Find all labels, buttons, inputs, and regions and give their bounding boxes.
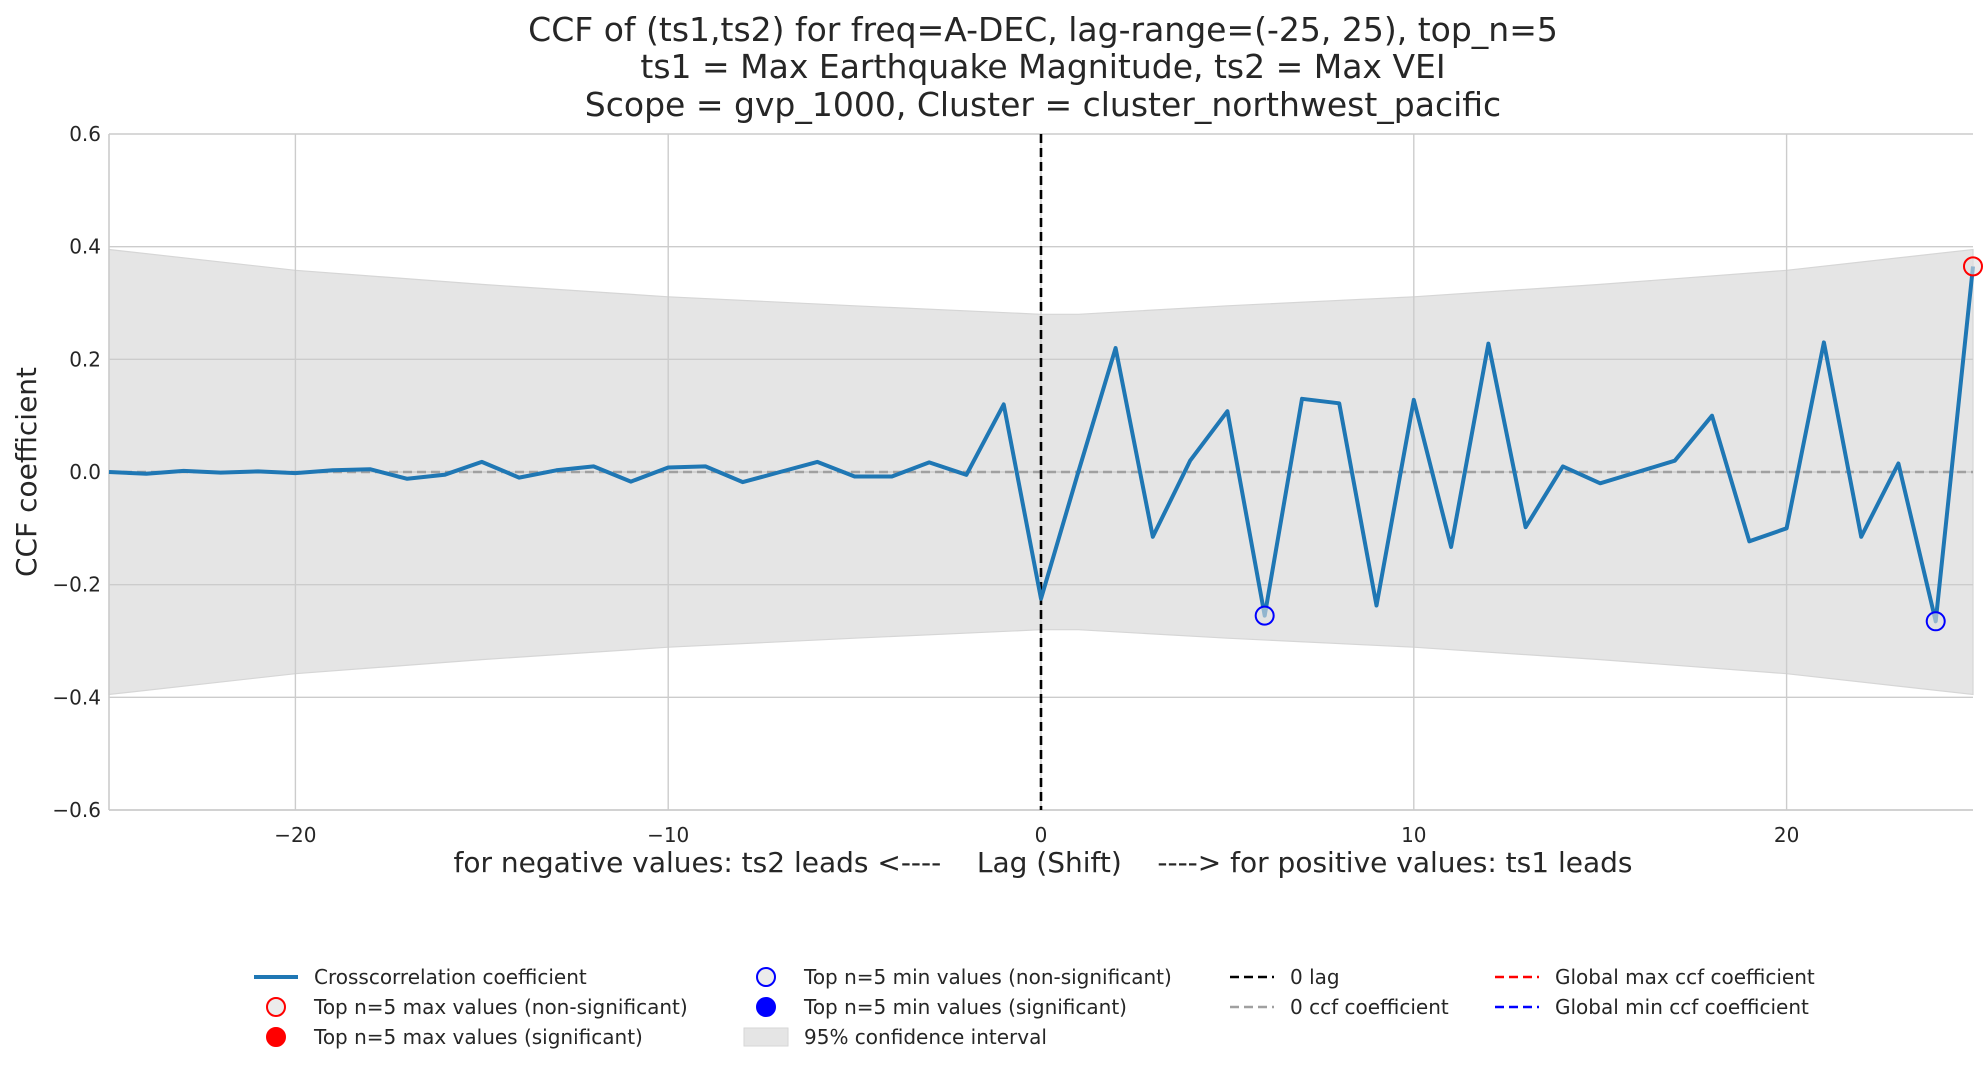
legend-swatch-marker-filled <box>756 997 776 1017</box>
top-min-point <box>1925 611 1946 632</box>
legend-label: Global min ccf coefficient <box>1555 995 1809 1019</box>
x-tick-label: −20 <box>274 823 316 847</box>
ccf-series-line <box>108 266 1975 624</box>
title-line-1: CCF of (ts1,ts2) for freq=A-DEC, lag-ran… <box>528 10 1558 49</box>
y-tick-label: 0.6 <box>69 122 101 146</box>
title-line-2: ts1 = Max Earthquake Magnitude, ts2 = Ma… <box>640 47 1445 86</box>
top-max-point <box>1963 256 1983 277</box>
y-tick-label: −0.4 <box>52 685 101 709</box>
y-tick-label: 0.0 <box>69 460 101 484</box>
title-line-3: Scope = gvp_1000, Cluster = cluster_nort… <box>585 85 1501 124</box>
legend-swatch-patch <box>743 1027 789 1047</box>
legend: Crosscorrelation coefficient Top n=5 max … <box>254 965 1815 1049</box>
legend-label: Top n=5 min values (non-significant) <box>803 965 1172 989</box>
legend-swatch-marker-filled <box>266 1027 286 1047</box>
legend-label: 0 ccf coefficient <box>1290 995 1449 1019</box>
plot-area: −0.6 −0.4 −0.2 0.0 0.2 0.4 0.6 −20 −10 0 10 20 <box>52 122 1983 847</box>
legend-label: Top n=5 max values (significant) <box>313 1025 643 1049</box>
legend-label: 95% confidence interval <box>804 1025 1047 1049</box>
y-tick-label: −0.2 <box>52 573 101 597</box>
x-tick-label: 0 <box>1035 823 1048 847</box>
x-tick-label: 10 <box>1401 823 1426 847</box>
legend-label: Crosscorrelation coefficient <box>314 965 587 989</box>
y-tick-label: 0.4 <box>69 235 101 259</box>
legend-label: 0 lag <box>1290 965 1340 989</box>
y-tick-label: 0.2 <box>69 347 101 371</box>
legend-label: Global max ccf coefficient <box>1555 965 1815 989</box>
x-axis-label: for negative values: ts2 leads <---- Lag… <box>454 846 1633 879</box>
top-min-point <box>1254 605 1275 626</box>
legend-swatch-marker-open <box>756 967 776 987</box>
chart-title: CCF of (ts1,ts2) for freq=A-DEC, lag-ran… <box>528 10 1558 124</box>
legend-label: Top n=5 max values (non-significant) <box>313 995 688 1019</box>
y-axis-label: CCF coefficient <box>10 367 43 577</box>
legend-swatch-marker-open <box>266 997 286 1017</box>
legend-label: Top n=5 min values (significant) <box>803 995 1127 1019</box>
x-tick-label: −10 <box>647 823 689 847</box>
y-tick-label: −0.6 <box>52 798 101 822</box>
x-tick-label: 20 <box>1774 823 1799 847</box>
